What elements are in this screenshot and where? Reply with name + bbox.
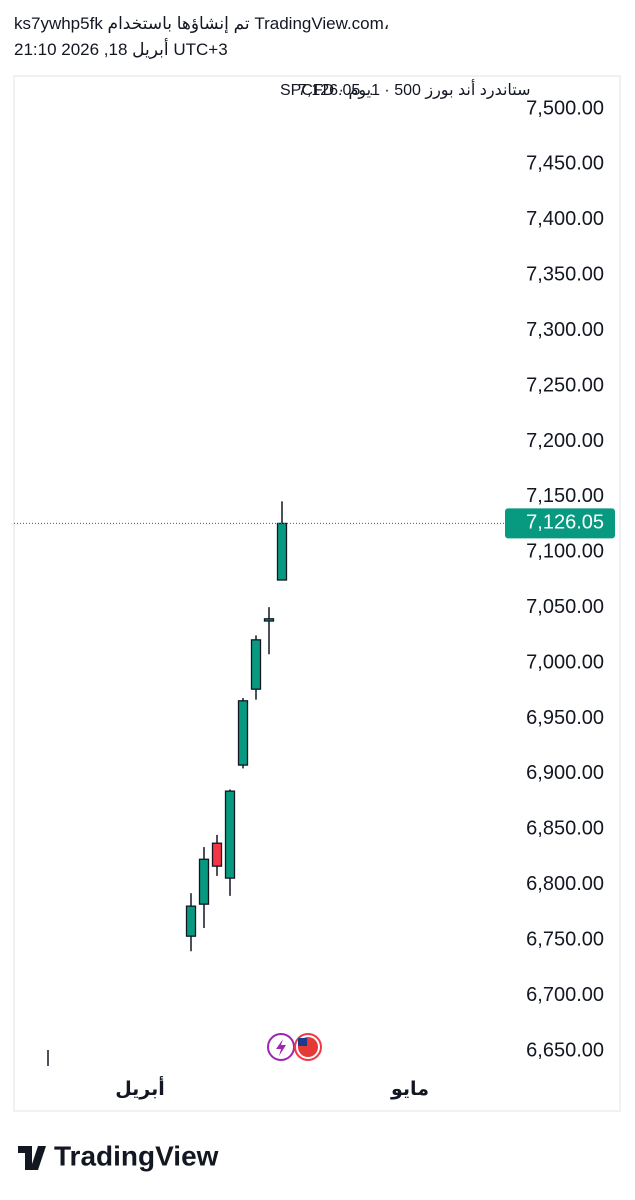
y-tick-label: 6,850.00 bbox=[526, 818, 604, 840]
candle-body bbox=[185, 905, 197, 937]
candle-body bbox=[211, 842, 223, 867]
legend-value: 7,126.05... bbox=[298, 82, 374, 99]
y-tick-label: 7,500.00 bbox=[526, 97, 604, 119]
last-price-box bbox=[505, 508, 615, 539]
candle-body bbox=[276, 522, 288, 581]
x-tick-label: أبريل bbox=[115, 1076, 165, 1100]
last-price-label: 7,126.05 bbox=[526, 512, 604, 534]
candle-body bbox=[224, 790, 236, 879]
y-tick-label: 6,900.00 bbox=[526, 762, 604, 784]
flag-canton bbox=[298, 1038, 307, 1046]
event-icon-glyph bbox=[276, 1039, 286, 1056]
y-tick-label: 6,650.00 bbox=[526, 1039, 604, 1061]
candle-body bbox=[237, 700, 249, 766]
y-tick-label: 7,050.00 bbox=[526, 596, 604, 618]
y-tick-label: 7,300.00 bbox=[526, 319, 604, 341]
y-tick-label: 6,750.00 bbox=[526, 928, 604, 950]
footer-brand: TradingView bbox=[54, 1140, 219, 1171]
y-tick-label: 7,100.00 bbox=[526, 541, 604, 563]
y-tick-label: 6,800.00 bbox=[526, 873, 604, 895]
candle-body bbox=[250, 639, 262, 690]
header-line: 21:10 2026 ,18 أبريل UTC+3 bbox=[14, 40, 228, 59]
y-tick-label: 7,350.00 bbox=[526, 264, 604, 286]
y-tick-label: 7,250.00 bbox=[526, 374, 604, 396]
logo bbox=[18, 1146, 46, 1170]
header-line: ks7ywhp5fk تم إنشاؤها باستخدام TradingVi… bbox=[14, 14, 390, 33]
y-tick-label: 6,700.00 bbox=[526, 984, 604, 1006]
y-tick-label: 7,150.00 bbox=[526, 485, 604, 507]
legend-title: ستاندرد أند بورز 500 · 1يوم · SPCFD bbox=[280, 79, 531, 100]
y-tick-label: 7,200.00 bbox=[526, 430, 604, 452]
y-tick-label: 7,400.00 bbox=[526, 208, 604, 230]
y-tick-label: 7,450.00 bbox=[526, 153, 604, 175]
candle-body bbox=[198, 858, 210, 905]
candle-body bbox=[263, 618, 275, 622]
y-tick-label: 6,950.00 bbox=[526, 707, 604, 729]
x-tick-label: مايو bbox=[390, 1079, 429, 1100]
chart-frame bbox=[13, 75, 621, 1112]
y-tick-label: 7,000.00 bbox=[526, 651, 604, 673]
